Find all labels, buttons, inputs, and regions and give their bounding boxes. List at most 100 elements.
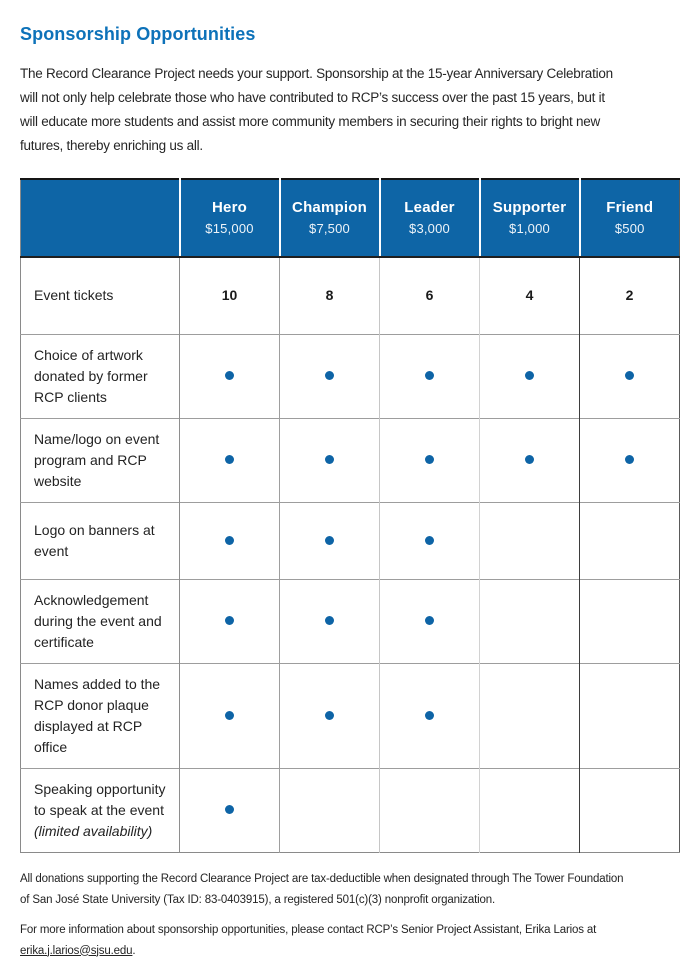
benefit-empty-cell [579, 578, 680, 663]
benefit-label: Logo on banners at event [20, 501, 180, 579]
sponsorship-tiers-table: Hero $15,000 Champion $7,500 Leader $3,0… [20, 178, 680, 853]
benefit-empty-cell [379, 767, 480, 852]
tax-note-line: All donations supporting the Record Clea… [20, 872, 624, 885]
included-dot-icon [625, 455, 634, 465]
corner-cell [20, 179, 180, 258]
benefit-row: Speaking opportunity to speak at the eve… [20, 767, 680, 852]
included-dot-icon [525, 455, 534, 465]
ticket-count-cell: 2 [579, 257, 680, 334]
included-dot-icon [225, 535, 234, 545]
email-suffix: . [132, 944, 136, 957]
benefit-row: Names added to the RCP donor plaque disp… [20, 662, 680, 768]
intro-line: will educate more students and assist mo… [20, 114, 601, 129]
benefit-included-cell [179, 417, 280, 502]
benefit-included-cell [279, 417, 380, 502]
included-dot-icon [525, 371, 534, 381]
benefit-label: Acknowledgement during the event and cer… [20, 578, 180, 663]
included-dot-icon [225, 710, 234, 720]
benefit-label: Name/logo on event program and RCP websi… [20, 417, 180, 502]
page-title: Sponsorship Opportunities [20, 24, 256, 44]
included-dot-icon [225, 455, 234, 465]
contact-email-line: erika.j.larios@sjsu.edu. [20, 941, 680, 962]
benefit-included-cell [379, 333, 480, 418]
benefit-included-cell [279, 501, 380, 579]
tier-name: Leader [404, 199, 455, 216]
benefit-label: Choice of artwork donated by former RCP … [20, 333, 180, 418]
benefit-row: Name/logo on event program and RCP websi… [20, 417, 680, 502]
benefit-empty-cell [579, 501, 680, 579]
benefit-empty-cell [479, 662, 580, 768]
benefit-included-cell [179, 501, 280, 579]
included-dot-icon [325, 455, 334, 465]
benefit-included-cell [379, 501, 480, 579]
benefit-row: Event tickets 10 8 6 4 2 [20, 257, 680, 334]
ticket-count: 8 [325, 286, 334, 303]
tax-note-line: of San José State University (Tax ID: 83… [20, 893, 496, 906]
benefit-empty-cell [579, 767, 680, 852]
benefit-empty-cell [579, 662, 680, 768]
benefits-table-body: Event tickets 10 8 6 4 2 Choice of artwork don… [20, 257, 680, 852]
included-dot-icon [425, 616, 434, 626]
included-dot-icon [325, 371, 334, 381]
benefit-included-cell [179, 767, 280, 852]
tier-price: $3,000 [409, 221, 450, 236]
benefit-row: Choice of artwork donated by former RCP … [20, 333, 680, 418]
benefit-label: Event tickets [20, 257, 180, 334]
benefit-included-cell [579, 417, 680, 502]
ticket-count-cell: 10 [179, 257, 280, 334]
benefit-included-cell [479, 333, 580, 418]
contact-note-line: For more information about sponsorship o… [20, 923, 597, 936]
tier-header-leader: Leader $3,000 [378, 179, 480, 258]
tier-header-hero: Hero $15,000 [178, 179, 280, 258]
benefit-empty-cell [279, 767, 380, 852]
benefit-included-cell [379, 578, 480, 663]
benefit-empty-cell [479, 578, 580, 663]
intro-line: futures, thereby enriching us all. [20, 138, 203, 153]
benefit-label-note: (limited availability) [34, 822, 153, 839]
intro-paragraph: The Record Clearance Project needs your … [20, 62, 680, 158]
included-dot-icon [425, 710, 434, 720]
tier-header-supporter: Supporter $1,000 [478, 179, 580, 258]
benefit-empty-cell [479, 767, 580, 852]
tier-name: Friend [606, 199, 654, 216]
benefit-label: Names added to the RCP donor plaque disp… [20, 662, 180, 768]
ticket-count-cell: 6 [379, 257, 480, 334]
benefit-included-cell [279, 578, 380, 663]
benefit-included-cell [379, 662, 480, 768]
benefit-included-cell [179, 333, 280, 418]
ticket-count: 10 [221, 286, 238, 303]
intro-line: will not only help celebrate those who h… [20, 90, 605, 105]
included-dot-icon [325, 535, 334, 545]
ticket-count-cell: 4 [479, 257, 580, 334]
benefit-included-cell [179, 578, 280, 663]
benefit-row: Acknowledgement during the event and cer… [20, 578, 680, 663]
tier-header-row: Hero $15,000 Champion $7,500 Leader $3,0… [20, 179, 680, 258]
benefit-included-cell [379, 417, 480, 502]
benefit-included-cell [179, 662, 280, 768]
tier-price: $500 [614, 221, 645, 236]
tier-name: Champion [292, 199, 367, 216]
benefit-row: Logo on banners at event [20, 501, 680, 579]
included-dot-icon [325, 616, 334, 626]
benefit-included-cell [479, 417, 580, 502]
benefit-included-cell [579, 333, 680, 418]
benefit-included-cell [279, 662, 380, 768]
ticket-count: 4 [525, 286, 534, 303]
email-link[interactable]: erika.j.larios@sjsu.edu [20, 944, 133, 957]
intro-line: The Record Clearance Project needs your … [20, 66, 613, 81]
table-header: Hero $15,000 Champion $7,500 Leader $3,0… [20, 179, 680, 258]
included-dot-icon [425, 371, 434, 381]
benefit-empty-cell [479, 501, 580, 579]
tier-name: Supporter [492, 199, 567, 216]
tier-price: $15,000 [205, 221, 254, 236]
benefit-label: Speaking opportunity to speak at the eve… [20, 767, 180, 852]
benefit-included-cell [279, 333, 380, 418]
ticket-count: 6 [425, 286, 434, 303]
ticket-count-cell: 8 [279, 257, 380, 334]
included-dot-icon [225, 371, 234, 381]
included-dot-icon [425, 455, 434, 465]
included-dot-icon [425, 535, 434, 545]
tier-price: $1,000 [509, 221, 550, 236]
tier-header-champion: Champion $7,500 [278, 179, 380, 258]
tier-header-friend: Friend $500 [578, 179, 680, 258]
